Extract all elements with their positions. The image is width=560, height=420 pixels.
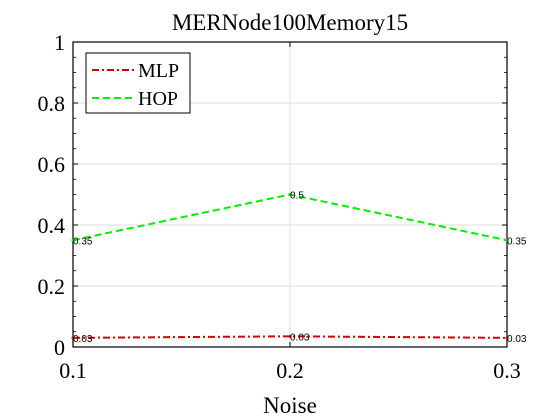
y-tick-label: 0 xyxy=(54,335,65,360)
data-label-mlp: 0.03 xyxy=(507,334,527,345)
data-point-hop xyxy=(71,238,75,242)
y-tick-label: 0.8 xyxy=(38,91,66,116)
legend: MLP HOP xyxy=(85,52,191,114)
x-tick-label: 0.3 xyxy=(493,358,521,383)
data-label-hop: 0.5 xyxy=(290,191,304,202)
data-label-mlp: 0.03 xyxy=(73,334,93,345)
x-tick-label: 0.2 xyxy=(276,358,304,383)
legend-label-mlp: MLP xyxy=(138,60,179,82)
data-point-mlp xyxy=(505,336,509,340)
data-label-hop: 0.35 xyxy=(73,236,93,247)
legend-box xyxy=(85,52,191,114)
y-tick-label: 0.2 xyxy=(38,274,66,299)
x-tick-label: 0.1 xyxy=(59,358,87,383)
data-point-hop xyxy=(288,193,292,196)
tick-labels: 0.1 0.2 0.3 0 0.2 0.4 0.6 0.8 1 xyxy=(38,30,521,383)
y-tick-label: 1 xyxy=(54,30,65,55)
y-tick-label: 0.4 xyxy=(38,213,66,238)
data-point-mlp xyxy=(71,336,75,340)
chart-title: MERNode100Memory15 xyxy=(172,10,408,35)
data-label-mlp: 0.03 xyxy=(290,332,310,343)
x-axis-label: Noise xyxy=(263,393,317,418)
data-label-hop: 0.35 xyxy=(507,236,527,247)
series-line-mlp xyxy=(72,335,508,339)
legend-label-hop: HOP xyxy=(138,88,178,110)
data-point-mlp xyxy=(288,334,292,338)
y-tick-label: 0.6 xyxy=(38,152,66,177)
series-layer xyxy=(71,193,509,340)
data-point-hop xyxy=(505,238,509,242)
axis-ticks xyxy=(72,41,508,348)
data-labels: 0.03 0.03 0.03 0.35 0.5 0.35 xyxy=(73,191,527,345)
